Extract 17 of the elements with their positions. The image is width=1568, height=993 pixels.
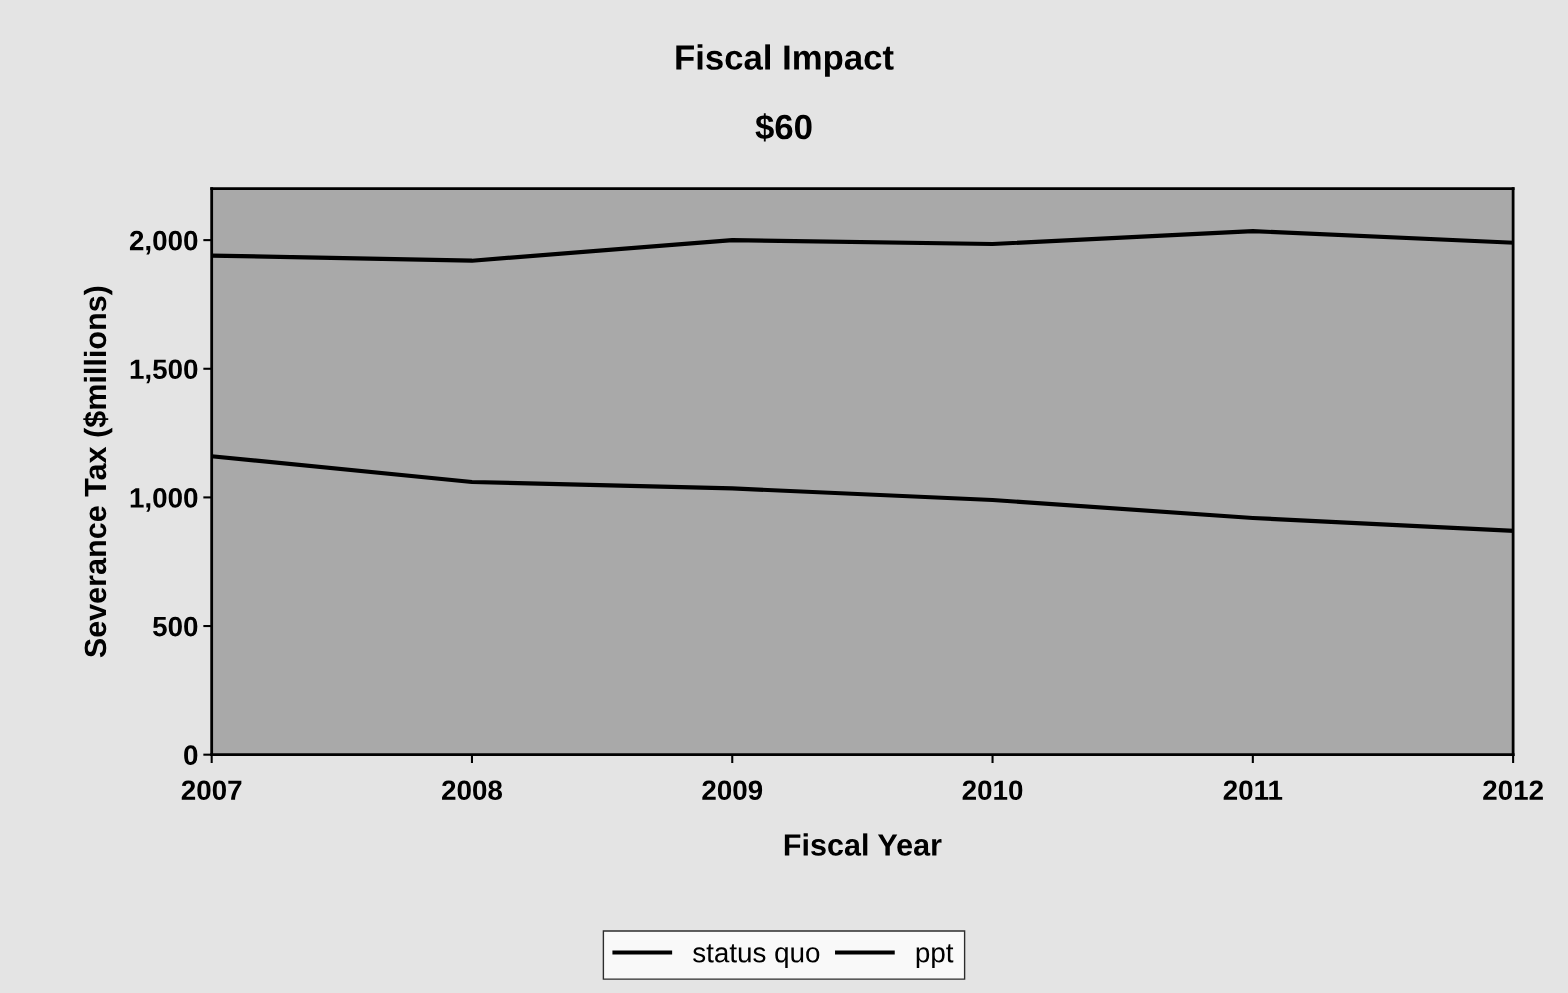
legend-label: ppt	[916, 944, 954, 968]
y-tick-label: 1,000	[130, 488, 198, 512]
x-tick-label: 2012	[1483, 780, 1543, 801]
x-tick-label: 2010	[962, 780, 1023, 801]
y-axis-title: Severance Tax ($millions)	[83, 286, 113, 658]
x-tick-label: 2011	[1223, 780, 1283, 801]
y-tick-label: 1,500	[130, 359, 198, 384]
x-tick-label: 2007	[181, 780, 242, 801]
y-tick-label: 2,000	[129, 230, 198, 255]
x-tick-label: 2009	[702, 780, 763, 801]
x-tick-label: 2008	[442, 780, 503, 801]
y-tick-label: 0	[184, 745, 198, 766]
y-tick-label: 500	[153, 616, 198, 637]
x-axis-title: Fiscal Year	[784, 833, 942, 856]
legend-label: status quo	[693, 944, 820, 968]
chart-subtitle: $60	[755, 113, 812, 142]
chart-title: Fiscal Impact	[676, 44, 894, 77]
